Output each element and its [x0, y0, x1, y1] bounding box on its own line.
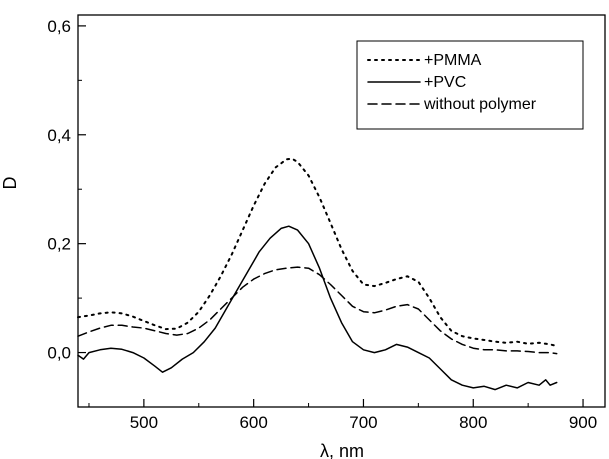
plot-area	[77, 14, 606, 408]
y-axis: 0,0 0,2 0,4 0,6	[47, 17, 86, 408]
x-tick-label: 500	[130, 413, 158, 432]
y-tick-label: 0,6	[47, 17, 71, 36]
x-tick-label: 900	[569, 413, 597, 432]
series-line-2	[77, 266, 558, 355]
legend-label-2: without polymer	[423, 96, 537, 113]
legend-box	[356, 40, 584, 130]
x-axis: 500 600 700 800 900	[88, 399, 597, 432]
y-tick-label: 0,4	[47, 126, 71, 145]
y-axis-title: D	[0, 177, 20, 190]
plot-frame	[77, 14, 606, 408]
legend: +PMMA +PVC without polymer	[356, 40, 584, 130]
series-line-0	[77, 157, 558, 347]
legend-label-0: +PMMA	[424, 52, 482, 69]
series-line-1	[77, 225, 558, 391]
legend-items: +PMMA +PVC without polymer	[367, 52, 537, 113]
y-tick-label: 0,0	[47, 344, 71, 363]
series-layer	[77, 157, 558, 391]
x-tick-label: 600	[239, 413, 267, 432]
legend-label-1: +PVC	[424, 74, 466, 91]
x-tick-label: 800	[459, 413, 487, 432]
y-tick-label: 0,2	[47, 235, 71, 254]
x-axis-title: λ, nm	[320, 441, 364, 459]
x-tick-label: 700	[349, 413, 377, 432]
